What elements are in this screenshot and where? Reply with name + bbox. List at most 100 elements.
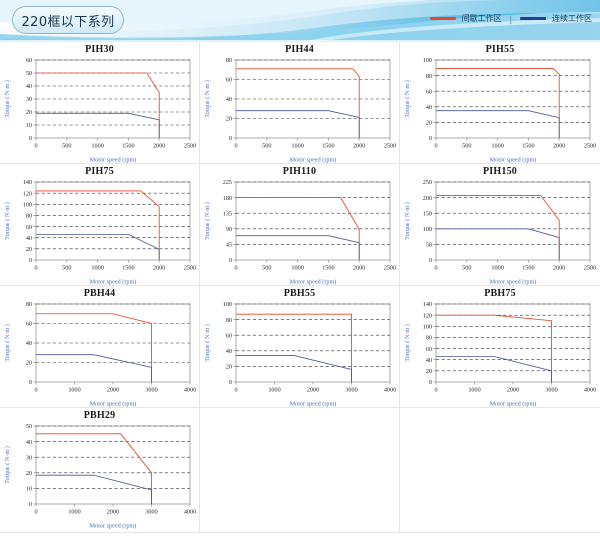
chart-cell-empty xyxy=(400,408,600,533)
ytick-label: 0 xyxy=(429,379,432,386)
plot-frame xyxy=(35,303,191,383)
plot-frame xyxy=(435,59,591,139)
chart-title: PBH44 xyxy=(83,288,116,299)
x-axis-title: Motor speed (rpm) xyxy=(290,401,337,408)
ytick-label: 60 xyxy=(426,88,432,95)
chart-title: PIH44 xyxy=(285,44,314,55)
ytick-label: 10 xyxy=(26,122,32,129)
legend-line-blue-icon xyxy=(520,17,546,20)
plot-frame xyxy=(235,59,391,139)
y-axis-title: Torque ( N·m ) xyxy=(204,80,211,118)
page-header: 220框以下系列 间歇工作区 | 连续工作区 xyxy=(0,0,600,42)
ytick-label: 150 xyxy=(423,210,432,217)
ytick-label: 80 xyxy=(26,213,32,220)
chart-cell-pih110[interactable]: PIH110 0 45 90 135 180 225 0 500 1000 1500 2000 2500… xyxy=(200,164,400,286)
ytick-label: 90 xyxy=(226,226,232,233)
ytick-label: 40 xyxy=(26,83,32,90)
ytick-label: 40 xyxy=(226,348,232,355)
xtick-label: 0 xyxy=(34,143,37,150)
x-axis-title: Motor speed (rpm) xyxy=(490,401,537,408)
ytick-label: 20 xyxy=(226,116,232,123)
legend-label-continuous: 连续工作区 xyxy=(552,14,592,23)
series-line-intermittent xyxy=(236,313,352,382)
chart-cell-pih30[interactable]: PIH30 0 10 20 30 40 50 60 0 500 1000 1500 2000 2500 Mo… xyxy=(0,42,200,164)
ytick-label: 100 xyxy=(423,226,432,233)
series-line-continuous xyxy=(36,474,152,504)
ytick-label: 100 xyxy=(423,57,432,64)
xtick-label: 500 xyxy=(62,265,71,272)
ytick-label: 60 xyxy=(26,321,32,328)
xtick-label: 0 xyxy=(234,143,237,150)
ytick-label: 225 xyxy=(223,179,232,186)
xtick-label: 4000 xyxy=(584,387,596,394)
xtick-label: 3000 xyxy=(145,387,157,394)
chart-cell-pbh44[interactable]: PBH44 0 20 40 60 80 0 1000 2000 3000 4000 Motor spe… xyxy=(0,286,200,408)
xtick-label: 1000 xyxy=(68,387,80,394)
xtick-label: 1000 xyxy=(91,265,103,272)
xtick-label: 3000 xyxy=(545,387,557,394)
xtick-label: 0 xyxy=(434,143,437,150)
series-line-continuous xyxy=(236,355,352,382)
chart-cell-pbh55[interactable]: PBH55 0 20 40 60 80 100 0 1000 2000 3000 4000 Motor … xyxy=(200,286,400,408)
series-line-continuous xyxy=(436,355,552,382)
legend-separator: | xyxy=(509,13,512,24)
xtick-label: 2500 xyxy=(584,143,596,150)
xtick-label: 0 xyxy=(34,387,37,394)
xtick-label: 1000 xyxy=(468,387,480,394)
ytick-label: 0 xyxy=(29,257,32,264)
ytick-label: 0 xyxy=(29,501,32,508)
chart-title: PIH110 xyxy=(282,166,317,177)
ytick-label: 180 xyxy=(223,195,232,202)
xtick-label: 2000 xyxy=(107,509,119,516)
y-axis-title: Torque ( N·m ) xyxy=(204,324,211,362)
xtick-label: 0 xyxy=(34,265,37,272)
xtick-label: 0 xyxy=(234,387,237,394)
ytick-label: 80 xyxy=(426,73,432,80)
xtick-label: 1000 xyxy=(68,509,80,516)
plot-frame xyxy=(435,181,591,261)
xtick-label: 2000 xyxy=(153,265,165,272)
xtick-label: 3000 xyxy=(145,509,157,516)
chart-cell-pbh75[interactable]: PBH75 0 20 40 60 80 100 120 140 0 1000 2000 3000 4000… xyxy=(400,286,600,408)
ytick-label: 200 xyxy=(423,195,432,202)
xtick-label: 500 xyxy=(262,265,271,272)
series-line-intermittent xyxy=(436,68,560,138)
chart-title: PIH75 xyxy=(85,166,114,177)
chart-cell-pih44[interactable]: PIH44 0 20 40 60 80 0 500 1000 1500 2000 2500 Motor … xyxy=(200,42,400,164)
series-line-continuous xyxy=(36,354,152,382)
chart-plot: 0 10 20 30 40 50 0 1000 2000 3000 4000 Motor speed … xyxy=(4,423,196,529)
ytick-label: 80 xyxy=(426,335,432,342)
ytick-label: 80 xyxy=(226,317,232,324)
xtick-label: 2500 xyxy=(584,265,596,272)
ytick-label: 40 xyxy=(426,357,432,364)
chart-cell-pih75[interactable]: PIH75 0 20 40 60 80 100 120 140 0 500 1000 1500 2000 2… xyxy=(0,164,200,286)
x-axis-title: Motor speed (rpm) xyxy=(290,279,337,286)
chart-cell-pbh29[interactable]: PBH29 0 10 20 30 40 50 0 1000 2000 3000 4000 Motor s… xyxy=(0,408,200,533)
xtick-label: 1000 xyxy=(291,143,303,150)
chart-cell-pih55[interactable]: PIH55 0 20 40 60 80 100 0 500 1000 1500 2000 2500 Mot… xyxy=(400,42,600,164)
y-axis-title: Torque ( N·m ) xyxy=(4,324,11,362)
x-axis-title: Motor speed (rpm) xyxy=(490,279,537,286)
series-line-continuous xyxy=(236,235,360,260)
series-line-intermittent xyxy=(436,314,552,382)
chart-plot: 0 20 40 60 80 100 120 140 0 500 1000 1500 2000 2500 Mo… xyxy=(4,179,196,285)
ytick-label: 60 xyxy=(226,332,232,339)
ytick-label: 50 xyxy=(26,70,32,77)
y-axis-title: Torque ( N·m ) xyxy=(4,202,11,240)
ytick-label: 60 xyxy=(26,224,32,231)
chart-title: PBH55 xyxy=(283,288,316,299)
legend-line-red-icon xyxy=(429,17,456,20)
chart-cell-pih150[interactable]: PIH150 0 50 100 150 200 250 0 500 1000 1500 2000 250… xyxy=(400,164,600,286)
xtick-label: 1000 xyxy=(491,143,503,150)
xtick-label: 2000 xyxy=(553,265,565,272)
ytick-label: 0 xyxy=(429,135,432,142)
ytick-label: 60 xyxy=(426,346,432,353)
legend-label-intermittent: 间歇工作区 xyxy=(461,14,502,23)
xtick-label: 500 xyxy=(62,143,71,150)
ytick-label: 20 xyxy=(26,246,32,253)
xtick-label: 2000 xyxy=(107,387,119,394)
xtick-label: 1500 xyxy=(322,265,334,272)
series-line-intermittent xyxy=(36,313,152,382)
